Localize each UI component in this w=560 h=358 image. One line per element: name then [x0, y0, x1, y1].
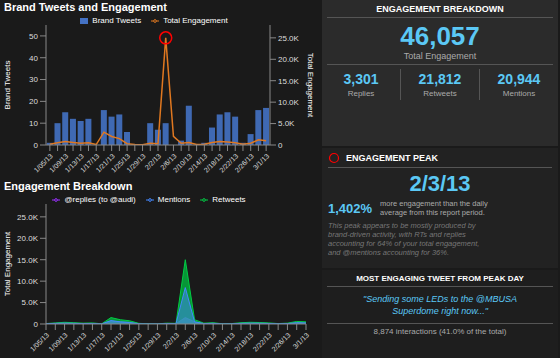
svg-text:10.0K: 10.0K	[17, 277, 39, 286]
svg-text:1/21/13: 1/21/13	[103, 331, 125, 353]
svg-text:2/26/13: 2/26/13	[233, 152, 255, 174]
html-text:8,874 interactions (41.0% of t: 8,874 interactions (41.0% of the total)	[373, 327, 507, 336]
svg-text:50: 50	[29, 32, 38, 41]
html-text:Retweets: Retweets	[423, 89, 457, 98]
svg-text:2/18/13: 2/18/13	[202, 152, 224, 174]
svg-text:1/29/13: 1/29/13	[125, 152, 147, 174]
svg-text:Brand Tweets: Brand Tweets	[8, 61, 12, 110]
svg-text:10: 10	[29, 119, 38, 128]
svg-text:2/14/13: 2/14/13	[187, 152, 209, 174]
svg-text:1/21/13: 1/21/13	[94, 152, 116, 174]
html-text:more engagement than the daily: more engagement than the daily average f…	[380, 199, 488, 217]
svg-text:2/18/13: 2/18/13	[233, 331, 255, 353]
svg-text:Total Engagement: Total Engagement	[8, 231, 12, 296]
html-text:1,402%: 1,402%	[328, 200, 373, 216]
svg-text:20: 20	[29, 97, 38, 106]
svg-text:15.0K: 15.0K	[17, 256, 39, 265]
html-text:3,301: 3,301	[343, 71, 379, 87]
svg-text:2/22/13: 2/22/13	[218, 152, 240, 174]
svg-text:1/17/13: 1/17/13	[84, 331, 106, 353]
svg-text:1/13/13: 1/13/13	[66, 331, 88, 353]
svg-text:10.0K: 10.0K	[278, 98, 300, 107]
svg-text:1/29/13: 1/29/13	[140, 331, 162, 353]
svg-text:5.0K: 5.0K	[22, 298, 39, 307]
html-text:ENGAGEMENT PEAK: ENGAGEMENT PEAK	[346, 153, 438, 163]
html-text:Retweets: Retweets	[212, 195, 246, 204]
svg-text:0: 0	[34, 141, 39, 150]
html-text:Mentions: Mentions	[157, 195, 191, 204]
svg-text:15.0K: 15.0K	[278, 77, 300, 86]
html-text:2/3/13: 2/3/13	[409, 171, 471, 196]
svg-text:20.0K: 20.0K	[278, 55, 300, 64]
html-text:"Sending some LEDs to the @MBU: "Sending some LEDs to the @MBUSA Superdo…	[363, 294, 517, 316]
svg-text:40: 40	[29, 54, 38, 63]
svg-text:2/10/13: 2/10/13	[196, 331, 218, 353]
svg-text:2/2/13: 2/2/13	[144, 152, 163, 171]
html-text:Total Engagement: Total Engagement	[403, 51, 477, 61]
html-text:Engagement Breakdown: Engagement Breakdown	[4, 180, 133, 192]
svg-text:5.0K: 5.0K	[278, 119, 295, 128]
svg-text:30: 30	[29, 75, 38, 84]
html-text:This peak appears to be mostly: This peak appears to be mostly produced …	[328, 221, 480, 257]
svg-text:1/05/13: 1/05/13	[29, 331, 51, 353]
svg-text:1/09/13: 1/09/13	[48, 152, 70, 174]
svg-text:2/22/13: 2/22/13	[252, 331, 274, 353]
svg-text:1/25/13: 1/25/13	[122, 331, 144, 353]
html-text:21,812: 21,812	[418, 71, 462, 87]
html-text:Total Engagement: Total Engagement	[163, 16, 228, 25]
svg-text:3/1/13: 3/1/13	[292, 331, 311, 350]
svg-text:1/09/13: 1/09/13	[47, 331, 69, 353]
svg-text:1/25/13: 1/25/13	[109, 152, 132, 174]
svg-text:1/13/13: 1/13/13	[63, 152, 85, 174]
svg-text:2/10/13: 2/10/13	[171, 152, 194, 174]
svg-text:0: 0	[278, 141, 283, 150]
svg-text:25.0K: 25.0K	[17, 213, 39, 222]
svg-text:2/6/13: 2/6/13	[159, 152, 178, 171]
svg-text:1/17/13: 1/17/13	[79, 152, 101, 174]
svg-text:2/6/13: 2/6/13	[180, 331, 199, 350]
html-text:ENGAGEMENT BREAKDOWN: ENGAGEMENT BREAKDOWN	[376, 4, 504, 14]
svg-text:2/14/13: 2/14/13	[214, 331, 236, 353]
html-text:20,944: 20,944	[497, 71, 541, 87]
svg-text:0: 0	[34, 320, 39, 329]
svg-text:25.0K: 25.0K	[278, 34, 300, 43]
html-text:Replies: Replies	[347, 89, 375, 98]
svg-text:2/2/13: 2/2/13	[162, 331, 181, 350]
html-text:@replies (to @audi): @replies (to @audi)	[64, 195, 136, 204]
html-text:MOST ENGAGING TWEET FROM PEAK: MOST ENGAGING TWEET FROM PEAK DAY	[356, 274, 524, 283]
svg-text:2/26/13: 2/26/13	[270, 331, 292, 353]
html-text:Mentions: Mentions	[502, 89, 536, 98]
html-text:Brand Tweets: Brand Tweets	[92, 16, 142, 25]
html-text:46,057: 46,057	[400, 21, 480, 51]
svg-text:Total Engagement: Total Engagement	[306, 53, 315, 118]
html-text:Brand Tweets and Engagement: Brand Tweets and Engagement	[4, 1, 167, 13]
svg-text:3/1/13: 3/1/13	[252, 152, 271, 171]
svg-text:20.0K: 20.0K	[17, 234, 39, 243]
svg-text:1/05/13: 1/05/13	[32, 152, 55, 174]
